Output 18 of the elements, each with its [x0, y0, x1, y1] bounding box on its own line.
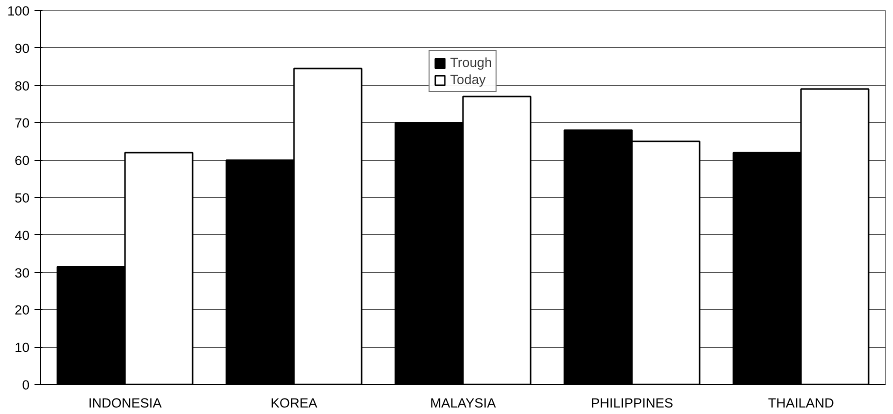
y-tick-label: 60	[14, 153, 30, 168]
x-tick-label: INDONESIA	[88, 396, 162, 410]
y-tick-label: 80	[14, 78, 30, 94]
y-tick-label: 10	[14, 340, 30, 356]
x-tick-label: THAILAND	[768, 396, 834, 410]
y-tick-label: 90	[14, 40, 30, 56]
x-tick-label: PHILIPPINES	[590, 396, 674, 410]
y-tick-label: 70	[14, 116, 30, 131]
y-tick-label: 20	[14, 302, 30, 318]
x-tick-label: MALAYSIA	[430, 396, 496, 410]
y-tick-label: 30	[14, 265, 30, 280]
x-tick-label: KOREA	[270, 396, 318, 410]
y-tick-label: 40	[14, 228, 30, 243]
legend-label: Trough	[450, 55, 492, 70]
y-tick-label: 50	[14, 190, 30, 206]
y-tick-label: 100	[7, 4, 30, 18]
legend-label: Today	[450, 72, 486, 87]
y-tick-label: 0	[22, 378, 30, 392]
